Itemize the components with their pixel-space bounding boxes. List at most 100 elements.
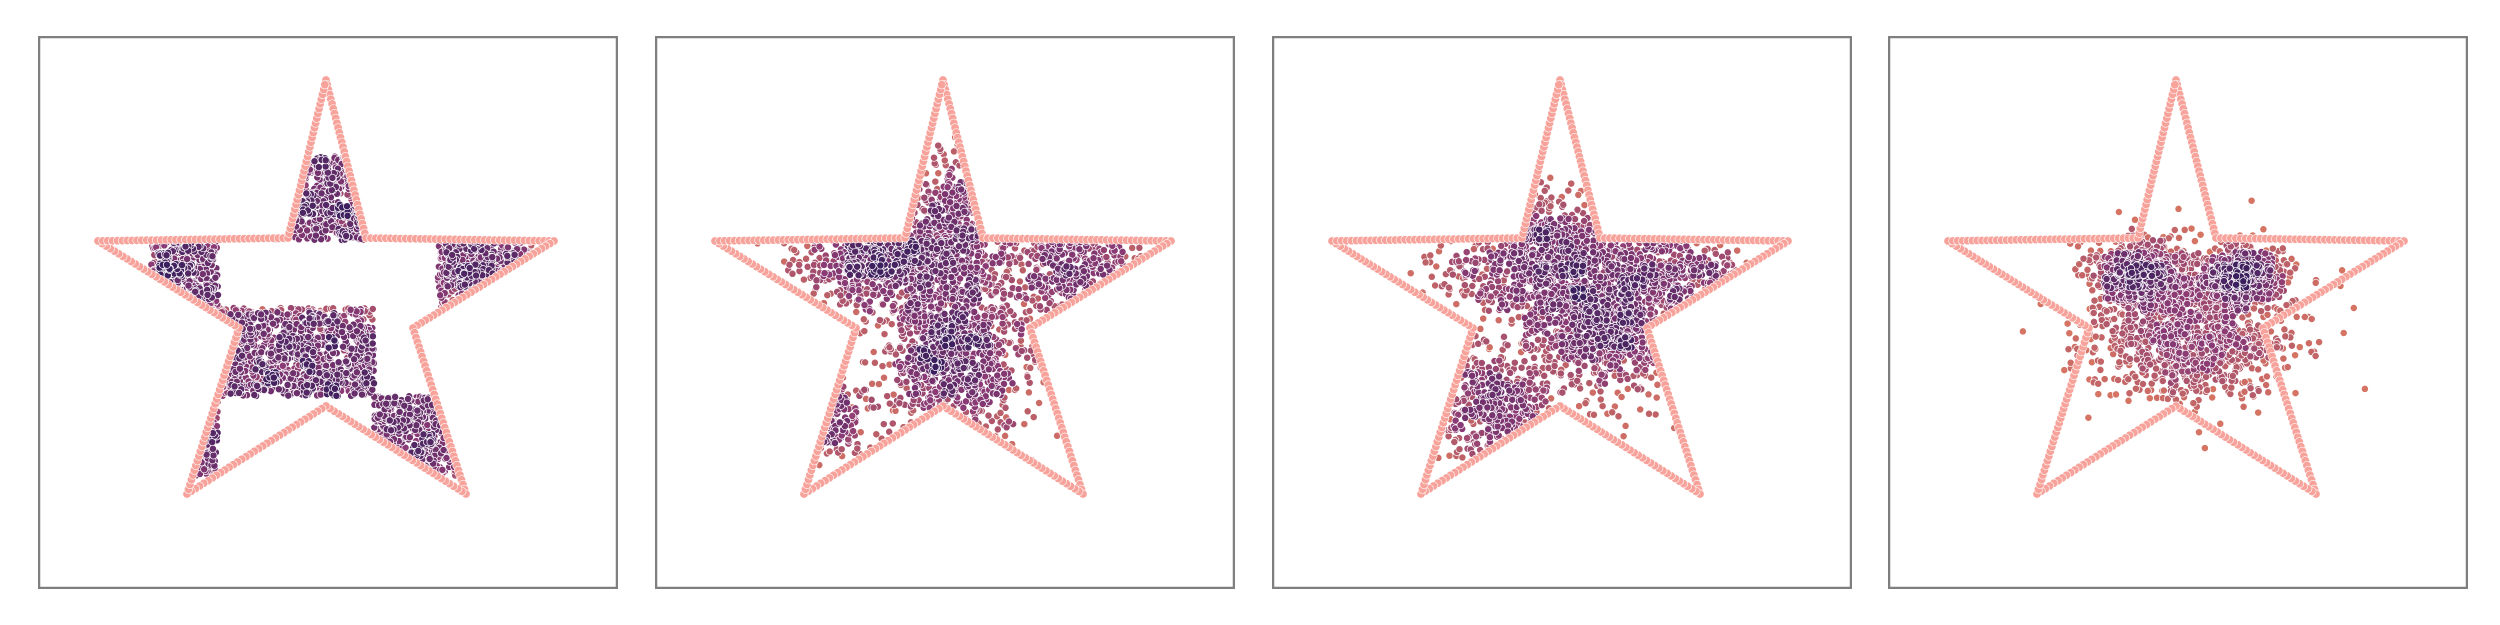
scatter-point bbox=[971, 376, 980, 385]
scatter-point bbox=[993, 371, 1002, 380]
scatter-point bbox=[968, 358, 977, 367]
scatter-point bbox=[309, 348, 317, 357]
scatter-point bbox=[329, 311, 338, 320]
scatter-point bbox=[1023, 372, 1032, 381]
scatter-point bbox=[382, 399, 391, 408]
scatter-point bbox=[342, 369, 351, 378]
scatter-point bbox=[363, 354, 372, 363]
scatter-point bbox=[251, 365, 260, 374]
scatter-point bbox=[273, 308, 282, 317]
scatter-point bbox=[1005, 417, 1013, 426]
scatter-point bbox=[162, 260, 171, 269]
scatter-point bbox=[937, 239, 946, 248]
scatter-point bbox=[343, 202, 351, 211]
scatter-point bbox=[837, 445, 846, 454]
scatter-point bbox=[945, 171, 954, 179]
plot-frame bbox=[38, 36, 618, 589]
scatter-point bbox=[345, 323, 354, 332]
scatter-point bbox=[368, 339, 377, 348]
scatter-point bbox=[907, 346, 915, 355]
scatter-point bbox=[841, 279, 849, 287]
scatter-point bbox=[1023, 407, 1032, 416]
scatter-point bbox=[920, 193, 929, 202]
scatter-point bbox=[1015, 292, 1023, 300]
scatter-point bbox=[1017, 347, 1026, 355]
scatter-point bbox=[302, 388, 311, 397]
scatter-point bbox=[1027, 283, 1036, 292]
star-boundary bbox=[93, 75, 559, 499]
scatter-point bbox=[1034, 280, 1043, 289]
scatter-point bbox=[959, 403, 968, 412]
scatter-point bbox=[957, 185, 966, 194]
scatter-point bbox=[885, 343, 894, 352]
scatter-point bbox=[880, 330, 889, 339]
scatter-point bbox=[391, 392, 400, 401]
scatter-point bbox=[302, 189, 311, 198]
scatter-point bbox=[993, 425, 1002, 434]
scatter-point bbox=[869, 403, 878, 412]
scatter-point bbox=[921, 217, 930, 226]
scatter-point bbox=[414, 446, 423, 455]
scatter-point bbox=[970, 307, 979, 316]
scatter-point bbox=[913, 300, 922, 309]
scatter-point bbox=[853, 444, 862, 453]
scatter-point bbox=[920, 312, 929, 321]
scatter-point bbox=[968, 288, 977, 297]
scatter-point bbox=[934, 169, 943, 178]
scatter-point bbox=[1035, 399, 1044, 407]
scatter-point bbox=[883, 392, 892, 401]
scatter-point bbox=[385, 416, 394, 425]
scatter-point bbox=[351, 380, 359, 389]
scatter-point bbox=[370, 379, 378, 388]
scatter-point bbox=[283, 380, 292, 389]
scatter-point bbox=[208, 444, 217, 453]
scatter-point bbox=[922, 239, 931, 248]
scatter-point bbox=[1015, 277, 1024, 286]
scatter-point bbox=[979, 320, 988, 329]
scatter-point bbox=[1014, 285, 1023, 294]
scatter-point bbox=[305, 314, 314, 323]
scatter-point bbox=[1017, 325, 1026, 334]
scatter-point bbox=[317, 189, 326, 198]
scatter-point bbox=[944, 213, 953, 222]
boundary-point bbox=[320, 80, 330, 90]
scatter-point bbox=[311, 231, 320, 240]
scatter-point bbox=[342, 231, 351, 240]
scatter-point bbox=[208, 252, 217, 261]
scatter-point bbox=[868, 280, 877, 289]
scatter-point bbox=[998, 319, 1007, 328]
scatter-plot-1 bbox=[38, 36, 618, 589]
scatter-point bbox=[928, 376, 937, 385]
scatter-point bbox=[980, 311, 989, 320]
scatter-point bbox=[958, 231, 967, 240]
scatter-point bbox=[361, 336, 370, 345]
scatter-point bbox=[1022, 294, 1031, 303]
scatter-point bbox=[984, 365, 993, 374]
scatter-point bbox=[413, 406, 422, 415]
scatter-point bbox=[1002, 273, 1011, 282]
scatter-point bbox=[1099, 246, 1108, 255]
scatter-point bbox=[257, 348, 266, 357]
scatter-point bbox=[927, 302, 935, 311]
scatter-point bbox=[1024, 259, 1033, 268]
scatter-point bbox=[992, 287, 1000, 296]
scatter-point bbox=[208, 438, 217, 447]
scatter-point bbox=[303, 226, 312, 235]
scatter-point bbox=[1025, 307, 1034, 315]
scatter-point bbox=[327, 186, 336, 195]
scatter-point bbox=[395, 408, 404, 416]
scatter-point bbox=[1075, 245, 1084, 254]
scatter-point bbox=[405, 433, 414, 442]
scatter-point bbox=[305, 367, 314, 376]
scatter-point bbox=[250, 390, 259, 399]
scatter-plot-2 bbox=[655, 36, 1235, 589]
scatter-point bbox=[284, 391, 293, 400]
scatter-point bbox=[887, 320, 896, 329]
scatter-point bbox=[891, 281, 900, 290]
scatter-point bbox=[870, 358, 879, 367]
panel-2 bbox=[655, 36, 1235, 589]
scatter-point bbox=[510, 250, 519, 259]
scatter-point bbox=[823, 291, 832, 300]
scatter-point bbox=[258, 360, 267, 369]
scatter-point bbox=[443, 282, 452, 291]
